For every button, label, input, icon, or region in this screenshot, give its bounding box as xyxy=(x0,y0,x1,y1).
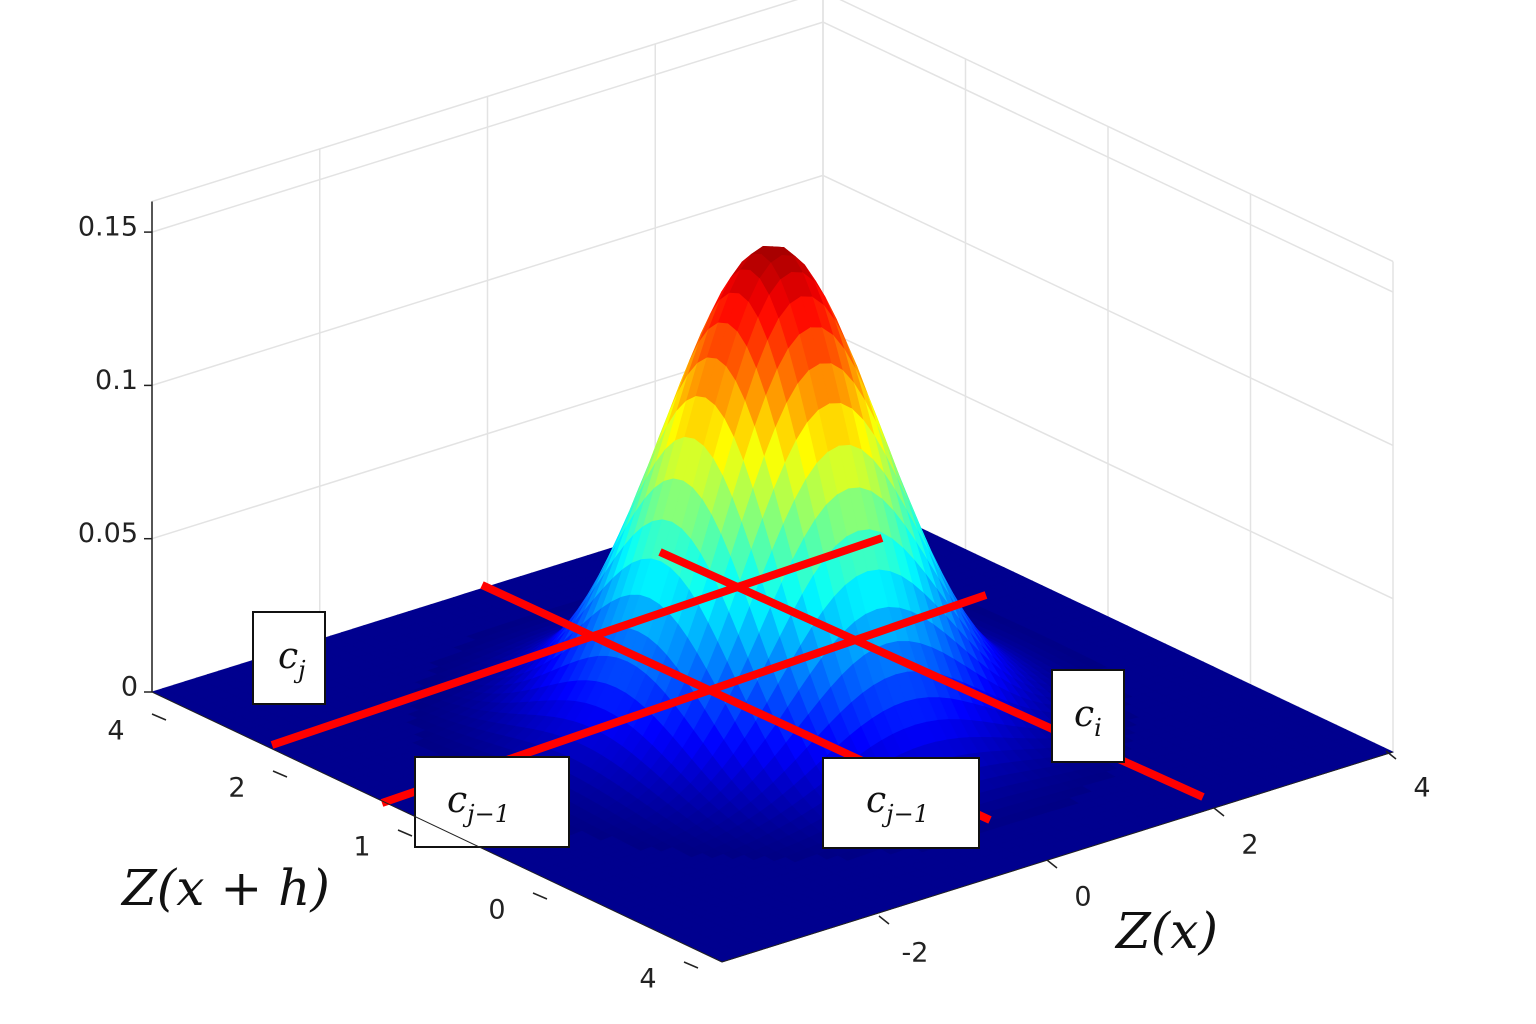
axes: 0 0.05 0.1 0.15 4 2 1 0 4 -2 0 2 4 xyxy=(78,201,1431,995)
wall-edge xyxy=(839,0,1394,263)
y-tick-label: 4 xyxy=(639,964,656,995)
annotation-label: ci xyxy=(1074,694,1102,742)
annotation-base: c xyxy=(447,780,467,821)
annotation: ci xyxy=(1051,669,1125,763)
surface xyxy=(150,246,1395,963)
z-tick-label: 0 xyxy=(121,672,138,703)
annotation-base: c xyxy=(866,780,886,821)
x-tick-label: 0 xyxy=(1074,882,1091,913)
x-tick-label: -2 xyxy=(902,938,929,969)
x-tick xyxy=(1046,859,1058,869)
grid-line xyxy=(822,328,1394,600)
annotation-base: c xyxy=(1074,694,1094,735)
y-tick xyxy=(272,770,288,778)
y-tick-label: 0 xyxy=(488,895,505,926)
x-tick xyxy=(1213,807,1225,817)
z-tick-label: 0.05 xyxy=(78,518,138,549)
y-tick xyxy=(151,713,167,721)
z-tick-label: 0.15 xyxy=(78,212,138,243)
x-tick-label: 2 xyxy=(1241,830,1258,861)
y-tick-label: 2 xyxy=(228,773,245,804)
annotation-label: cj xyxy=(278,636,306,684)
y-tick xyxy=(397,829,413,837)
y-tick-label: 4 xyxy=(107,716,124,747)
y-tick-label: 1 xyxy=(353,832,370,863)
annotation-box xyxy=(822,757,980,849)
z-tick-label: 0.1 xyxy=(95,365,138,396)
annotation-box xyxy=(1051,669,1125,763)
y-tick xyxy=(532,892,548,900)
grid-line xyxy=(822,174,1394,447)
annotation-box xyxy=(414,756,570,848)
annotation: cj−1 xyxy=(822,757,980,849)
y-tick xyxy=(683,961,699,969)
annotation-sub: j−1 xyxy=(462,800,510,828)
y-axis xyxy=(151,691,723,963)
x-tick-label: 4 xyxy=(1413,773,1430,804)
x-tick xyxy=(1385,750,1397,760)
annotation-sub: j−1 xyxy=(881,800,929,828)
annotation-base: c xyxy=(278,636,298,677)
annotation-sub: i xyxy=(1094,714,1102,742)
annotation-label: cj−1 xyxy=(447,780,510,828)
wall-edge xyxy=(151,0,799,203)
y-axis-label: Z(x + h) xyxy=(120,859,330,917)
x-tick xyxy=(878,915,890,925)
x-axis xyxy=(721,751,1394,963)
grid-line xyxy=(151,174,824,387)
grid-line xyxy=(822,21,1394,293)
annotation: cj xyxy=(252,611,326,705)
class-line xyxy=(270,534,884,749)
x-axis-label: Z(x) xyxy=(1114,902,1218,960)
annotation-box xyxy=(252,611,326,705)
annotation: cj−1 xyxy=(414,756,570,848)
grid-line xyxy=(151,21,824,233)
annotation-label: cj−1 xyxy=(866,780,929,828)
